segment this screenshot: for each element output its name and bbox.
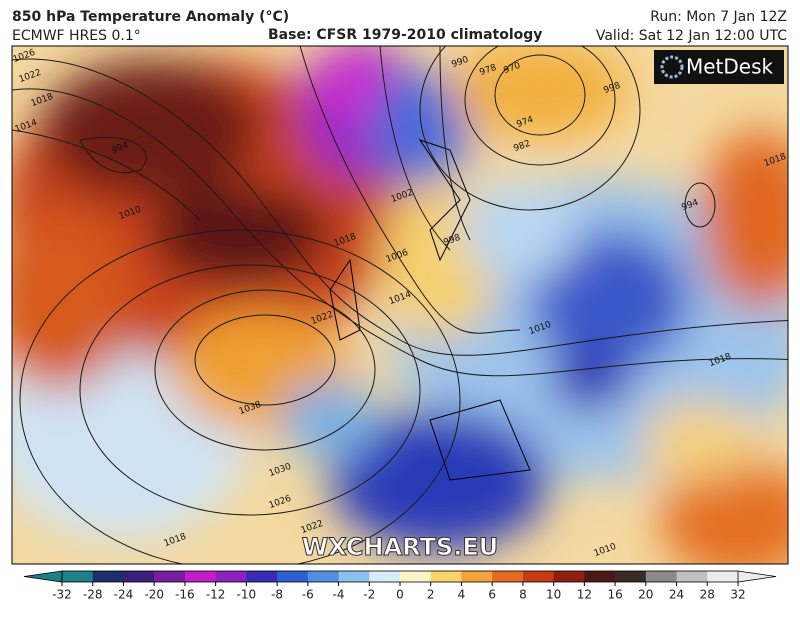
colorbar-tick-label: -28: [83, 588, 103, 602]
colorbar-tick-label: -24: [114, 588, 134, 602]
colorbar-tick-label: 12: [577, 588, 592, 602]
colorbar-segment: [400, 571, 432, 582]
colorbar-segment: [184, 571, 217, 582]
colorbar-tick-label: -32: [52, 588, 72, 602]
colorbar-tick-label: -6: [302, 588, 314, 602]
colorbar-segment: [92, 571, 124, 582]
colorbar-tick-label: 6: [488, 588, 496, 602]
colorbar-segment: [215, 571, 247, 582]
map: 1026102210181014994101010181014100610029…: [12, 46, 788, 564]
colorbar-tick-label: 2: [427, 588, 435, 602]
colorbar-segment: [277, 571, 309, 582]
colorbar-segment: [553, 571, 585, 582]
colorbar-tick-label: 28: [700, 588, 715, 602]
watermark: WXCHARTS.EU: [302, 533, 498, 561]
colorbar-tick-label: 24: [669, 588, 684, 602]
colorbar-tick-label: -12: [206, 588, 226, 602]
run: Run: Mon 7 Jan 12Z: [650, 9, 787, 25]
colorbar-tick-label: -10: [237, 588, 257, 602]
colorbar-segment: [676, 571, 708, 582]
colorbar-segment: [461, 571, 493, 582]
colorbar-segment: [369, 571, 401, 582]
colorbar-tick-label: 20: [638, 588, 653, 602]
colorbar-segment: [154, 571, 186, 582]
map-frame: [11, 45, 789, 565]
colorbar-tick-label: 8: [519, 588, 527, 602]
colorbar-segment: [62, 571, 94, 582]
colorbar-segment: [430, 571, 462, 582]
colorbar-tick-label: -8: [271, 588, 283, 602]
logo: MetDesk: [686, 55, 774, 79]
colorbar-tick-label: 32: [730, 588, 745, 602]
colorbar-tick-label: -20: [144, 588, 164, 602]
model: ECMWF HRES 0.1°: [12, 28, 141, 44]
colorbar-segment: [615, 571, 647, 582]
colorbar-extend-low: [23, 570, 63, 583]
colorbar-segment: [707, 571, 739, 582]
base: Base: CFSR 1979-2010 climatology: [268, 27, 542, 43]
colorbar-segment: [123, 571, 155, 582]
colorbar-segment: [522, 571, 555, 582]
colorbar-tick-label: -4: [333, 588, 345, 602]
colorbar-segment: [338, 571, 370, 582]
valid: Valid: Sat 12 Jan 12:00 UTC: [596, 28, 787, 44]
colorbar-tick-label: 10: [546, 588, 561, 602]
logo-icon: [660, 55, 684, 79]
coastline: [329, 139, 531, 481]
colorbar-extend-high: [737, 570, 777, 583]
colorbar-tick-label: 4: [458, 588, 466, 602]
colorbar-tick-label: 0: [396, 588, 404, 602]
anomaly-field: [12, 46, 788, 564]
colorbar-tick-label: 16: [607, 588, 622, 602]
isobars: [12, 46, 788, 564]
colorbar: -32 -28 -24 -20 -16 -12 -10 -8 -6 -4 -2 0 2 4 6 8 10 12 16…: [23, 570, 777, 602]
colorbar-segment: [584, 571, 616, 582]
colorbar-segment: [246, 571, 278, 582]
colorbar-tick-label: -2: [363, 588, 375, 602]
logo-box: [654, 50, 784, 84]
colorbar-segment: [492, 571, 524, 582]
colorbar-segment: [307, 571, 340, 582]
title: 850 hPa Temperature Anomaly (°C): [12, 9, 289, 25]
colorbar-tick-label: -16: [175, 588, 195, 602]
colorbar-segment: [645, 571, 678, 582]
